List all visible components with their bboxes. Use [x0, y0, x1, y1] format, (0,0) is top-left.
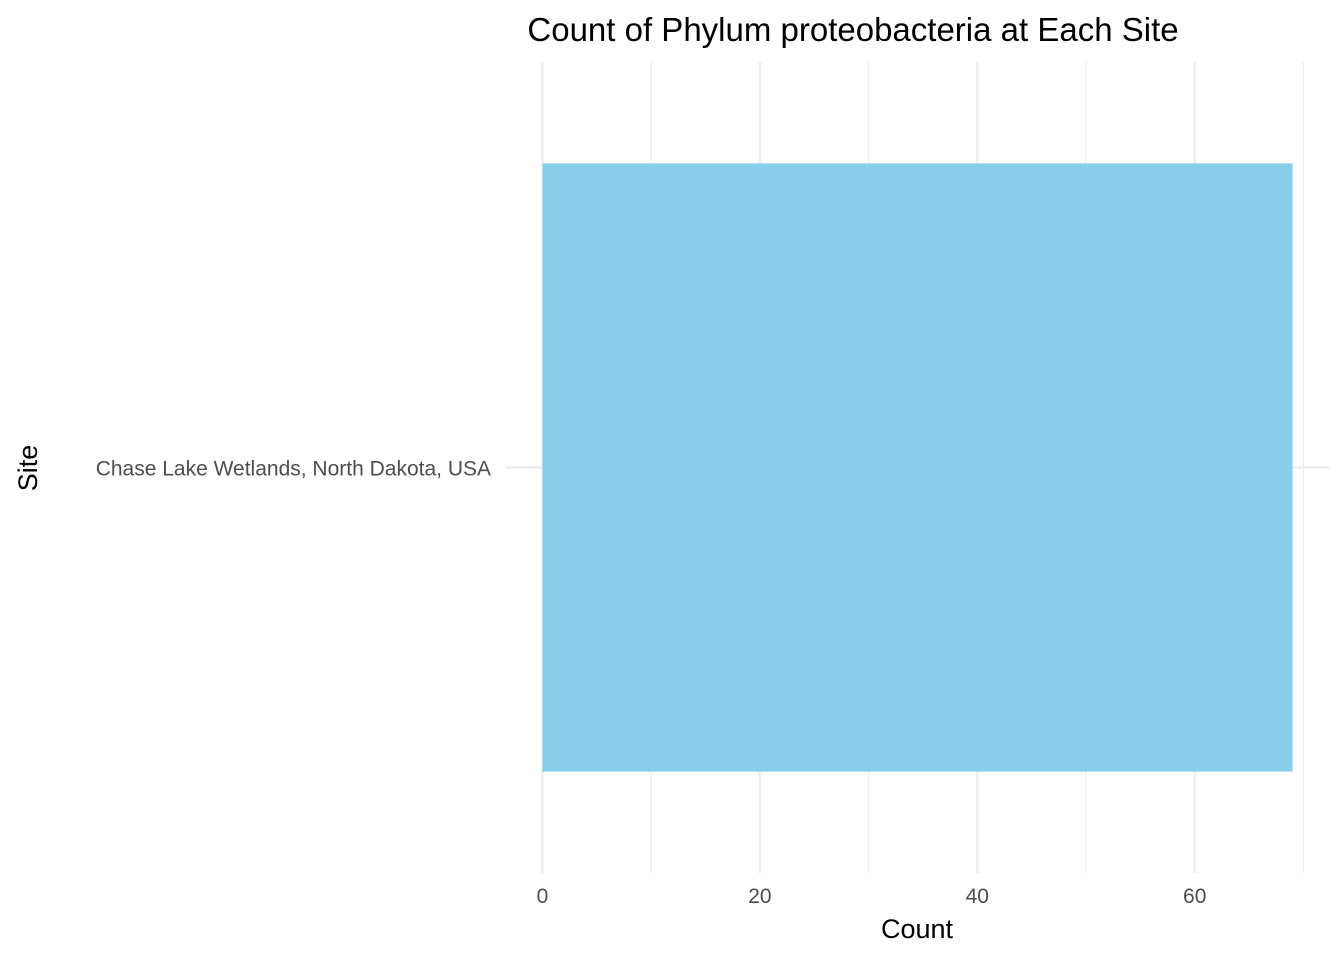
x-tick-labels: 0 20 40 60 — [537, 885, 1207, 908]
y-tick-label: Chase Lake Wetlands, North Dakota, USA — [96, 458, 491, 481]
x-tick-label: 60 — [1183, 885, 1206, 908]
x-tick-label: 20 — [748, 885, 771, 908]
bar-layer — [542, 163, 1293, 772]
chart-title: Count of Phylum proteobacteria at Each S… — [527, 11, 1178, 48]
y-axis-title: Site — [13, 445, 43, 492]
y-tick-labels: Chase Lake Wetlands, North Dakota, USA — [96, 458, 491, 481]
x-tick-label: 40 — [966, 885, 989, 908]
x-axis-title: Count — [881, 914, 954, 944]
bar — [542, 163, 1293, 772]
x-tick-label: 0 — [537, 885, 549, 908]
